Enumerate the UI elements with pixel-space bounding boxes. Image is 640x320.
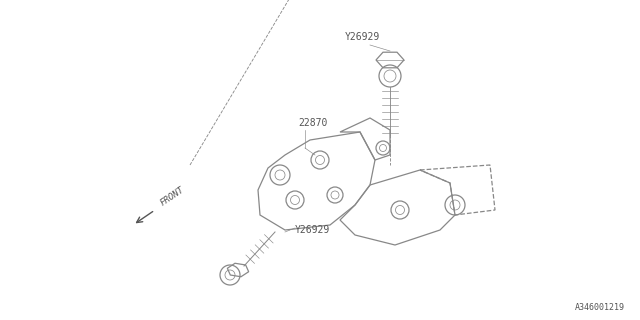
Text: FRONT: FRONT bbox=[159, 185, 186, 208]
Text: Y26929: Y26929 bbox=[345, 32, 380, 42]
Text: Y26929: Y26929 bbox=[295, 225, 330, 235]
Text: 22870: 22870 bbox=[298, 118, 328, 128]
Text: A346001219: A346001219 bbox=[575, 303, 625, 312]
